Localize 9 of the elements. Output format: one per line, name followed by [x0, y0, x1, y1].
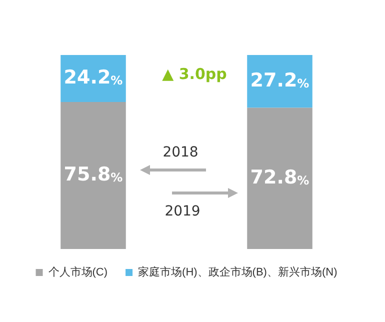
- annotation: 2018: [162, 144, 198, 161]
- data-label: 24.2%: [64, 66, 123, 88]
- annotation: 2019: [164, 204, 200, 220]
- data-label: 72.8%: [250, 166, 310, 188]
- data-label: 27.2%: [250, 69, 310, 92]
- legend-label: 家庭市场(H)、政企市场(B)、新兴市场(N): [138, 266, 338, 279]
- annotation: ▲ 3.0pp: [162, 64, 228, 83]
- data-label: 75.8%: [64, 163, 123, 186]
- legend-label: 个人市场(C): [48, 266, 108, 279]
